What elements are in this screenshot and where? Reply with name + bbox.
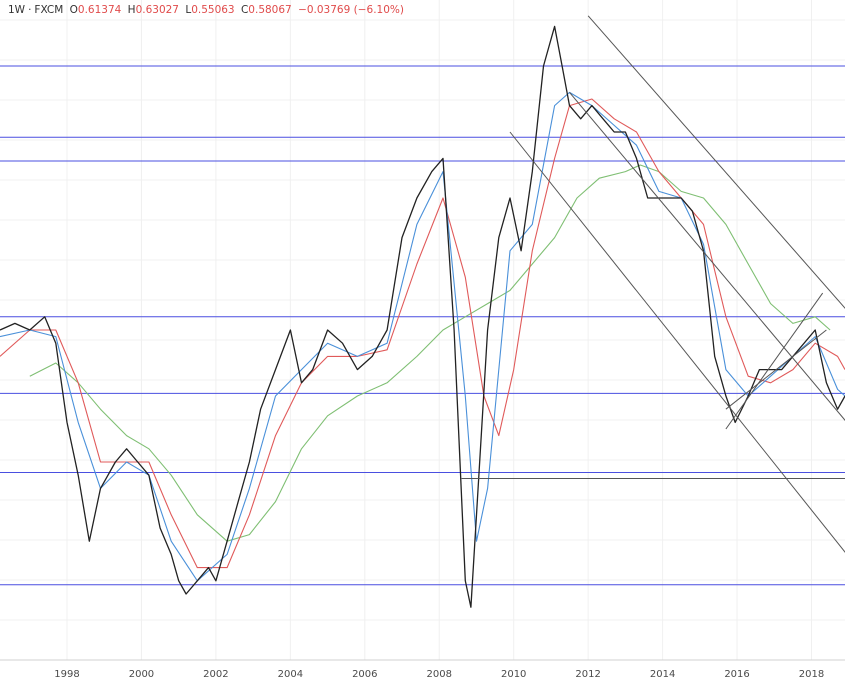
price-series-line xyxy=(0,25,845,608)
x-tick-label: 2006 xyxy=(352,669,377,680)
trend-line xyxy=(569,92,845,421)
ohlc-high: H0.63027 xyxy=(127,4,179,16)
x-tick-label: 2010 xyxy=(501,669,526,680)
chart-header: 1W · FXCM O0.61374 H0.63027 L0.55063 C0.58… xyxy=(0,4,407,20)
trend-line xyxy=(725,292,824,430)
source-label: FXCM xyxy=(34,4,64,16)
x-tick-label: 2014 xyxy=(650,669,675,680)
x-tick-label: 2002 xyxy=(203,669,228,680)
ohlc-open: O0.61374 xyxy=(69,4,122,16)
x-tick-label: 2000 xyxy=(129,669,154,680)
ohlc-close: C0.58067 xyxy=(240,4,292,16)
ohlc-low: L0.55063 xyxy=(185,4,235,16)
trend-line xyxy=(509,131,845,553)
moving-average-mid-series-line xyxy=(0,98,845,569)
x-tick-label: 2008 xyxy=(427,669,452,680)
trend-line xyxy=(725,329,827,410)
x-tick-label: 2018 xyxy=(799,669,824,680)
x-tick-label: 1998 xyxy=(54,669,79,680)
trend-line xyxy=(587,15,845,309)
moving-average-slow-series-line xyxy=(29,164,831,542)
moving-average-fast-series-line xyxy=(0,91,845,582)
x-tick-label: 2012 xyxy=(575,669,600,680)
header-separator: · xyxy=(28,4,32,16)
ohlc-change: −0.03769 (−6.10%) xyxy=(298,4,404,16)
x-tick-label: 2004 xyxy=(278,669,303,680)
interval-label[interactable]: 1W xyxy=(8,4,26,16)
x-tick-label: 2016 xyxy=(724,669,749,680)
